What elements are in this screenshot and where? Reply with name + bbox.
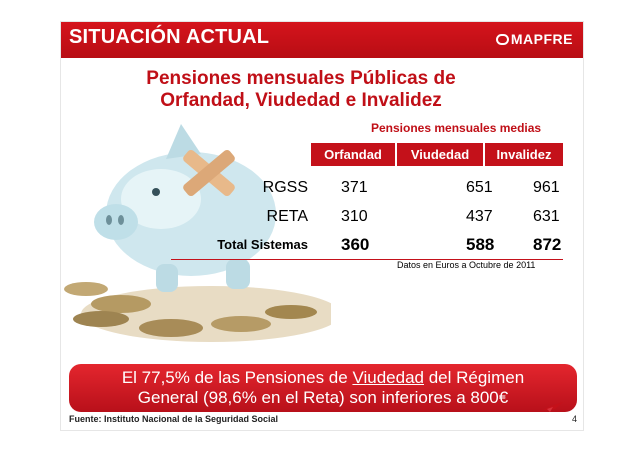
row-label: RGSS xyxy=(262,179,308,196)
table-row: RGSS 371 651 961 xyxy=(171,173,563,203)
banner-line-1: El 77,5% de las Pensiones de Viudedad de… xyxy=(69,368,577,388)
heading-line-1: Pensiones mensuales Públicas de xyxy=(146,68,456,89)
brand-name: MAPFRE xyxy=(510,31,573,47)
cell-value: 360 xyxy=(341,235,370,254)
cell-value: 588 xyxy=(466,235,495,254)
header-bar: SITUACIÓN ACTUAL MAPFRE xyxy=(61,22,583,58)
column-header-orfandad: Orfandad xyxy=(311,143,395,166)
cell-value: 631 xyxy=(533,208,560,225)
table-row: RETA 310 437 631 xyxy=(171,202,563,232)
source-footnote: Fuente: Instituto Nacional de la Segurid… xyxy=(69,414,279,424)
banner-text: El 77,5% de las Pensiones de xyxy=(121,368,353,387)
banner-text: del Régimen xyxy=(423,368,525,387)
cell-value: 872 xyxy=(533,235,562,254)
page-title: SITUACIÓN ACTUAL xyxy=(69,26,270,48)
cell-value: 310 xyxy=(341,208,368,225)
mapfre-logo-icon xyxy=(495,33,509,45)
cell-value: 437 xyxy=(466,208,493,225)
highlight-banner: El 77,5% de las Pensiones de Viudedad de… xyxy=(69,364,577,412)
spain-flag-icon xyxy=(543,402,563,412)
column-header-invalidez: Invalidez xyxy=(485,143,563,166)
cell-value: 961 xyxy=(533,179,560,196)
column-header-viudedad: Viudedad xyxy=(397,143,483,166)
slide: SITUACIÓN ACTUAL MAPFRE Pensiones mensua… xyxy=(61,22,583,430)
banner-underlined-text: Viudedad xyxy=(352,368,424,387)
table-row-total: Total Sistemas 360 588 872 xyxy=(171,229,563,260)
piggy-bank-with-coins-icon xyxy=(64,124,331,342)
cell-value: 651 xyxy=(466,179,493,196)
row-label: Total Sistemas xyxy=(217,237,308,252)
row-label: RETA xyxy=(266,208,308,225)
slide-heading: Pensiones mensuales Públicas de Orfandad… xyxy=(111,68,491,112)
table-caption: Pensiones mensuales medias xyxy=(371,121,542,135)
table-note: Datos en Euros a Octubre de 2011 xyxy=(397,260,536,270)
heading-line-2: Orfandad, Viudedad e Invalidez xyxy=(160,90,442,111)
brand-logo: MAPFRE xyxy=(495,31,573,47)
banner-line-2: General (98,6% en el Reta) son inferiore… xyxy=(137,388,509,407)
cell-value: 371 xyxy=(341,179,368,196)
page-number: 4 xyxy=(571,414,577,424)
